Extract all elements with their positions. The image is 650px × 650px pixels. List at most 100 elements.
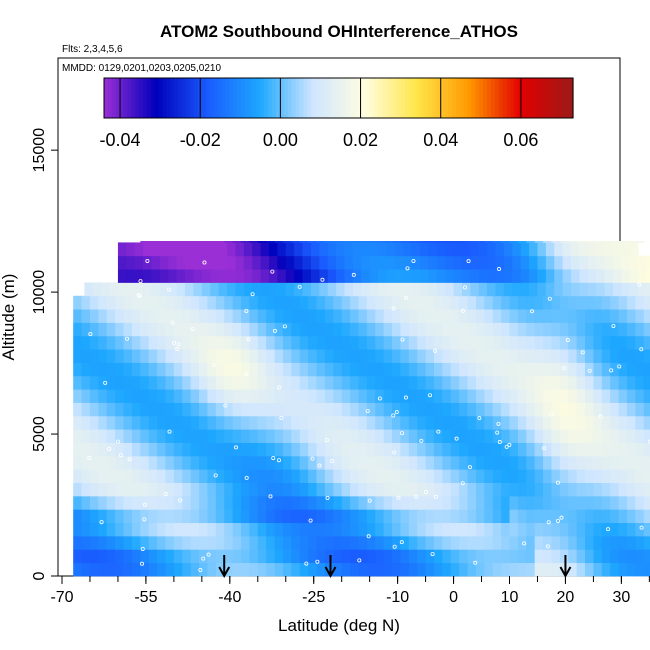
heatmap-cell	[291, 522, 301, 537]
heatmap-cell	[190, 562, 200, 577]
colorbar-segment	[182, 78, 187, 118]
heatmap-cell	[249, 455, 259, 470]
heatmap-cell	[227, 282, 236, 297]
heatmap-cell	[643, 349, 650, 363]
colorbar-segment	[119, 78, 125, 118]
colorbar-segment	[330, 78, 336, 118]
sample-point	[433, 348, 438, 353]
heatmap-cell	[543, 562, 552, 577]
heatmap-cell	[375, 469, 385, 483]
heatmap-cell	[576, 562, 586, 577]
heatmap-cell	[165, 362, 175, 377]
heatmap-cell	[442, 402, 452, 417]
heatmap-cell	[501, 415, 510, 430]
sample-point	[176, 342, 181, 347]
heatmap-cell	[98, 522, 108, 537]
heatmap-cell	[643, 375, 650, 390]
sample-point	[580, 350, 585, 355]
heatmap-cell	[73, 402, 82, 417]
heatmap-cell	[266, 335, 275, 350]
heatmap-cell	[350, 549, 359, 564]
heatmap-cell	[461, 255, 471, 270]
heatmap-cell	[165, 535, 175, 550]
colorbar-segment	[217, 78, 222, 118]
heatmap-cell	[190, 495, 200, 510]
heatmap-cell	[224, 429, 234, 443]
heatmap-cell	[148, 522, 158, 537]
heatmap-cell	[375, 240, 385, 243]
heatmap-cell	[501, 349, 510, 363]
sample-point	[394, 410, 399, 415]
colorbar-segment	[526, 78, 531, 118]
heatmap-cell	[106, 322, 116, 337]
heatmap-cell	[274, 240, 284, 243]
heatmap-cell	[601, 549, 611, 564]
heatmap-cell	[81, 482, 91, 497]
dates-label: MMDD: 0129,0201,0203,0205,0210	[62, 63, 221, 74]
heatmap-cell	[442, 495, 452, 510]
heatmap-cell	[604, 255, 614, 270]
heatmap-cell	[173, 429, 183, 443]
heatmap-cell	[224, 375, 234, 390]
heatmap-cell	[425, 349, 435, 363]
heatmap-cell	[425, 389, 435, 403]
heatmap-cell	[285, 269, 295, 283]
heatmap-cell	[190, 469, 200, 483]
colorbar-segment	[252, 78, 258, 118]
heatmap-cell	[517, 549, 527, 564]
colorbar-segment	[189, 78, 195, 118]
heatmap-cell	[428, 242, 438, 257]
heatmap-cell	[618, 402, 628, 417]
heatmap-cell	[526, 335, 536, 350]
heatmap-cell	[241, 562, 250, 577]
heatmap-cell	[408, 295, 418, 310]
heatmap-cell	[626, 442, 636, 457]
heatmap-cell	[227, 242, 236, 257]
heatmap-cell	[400, 522, 410, 537]
heatmap-cell	[341, 482, 351, 497]
heatmap-cell	[576, 240, 586, 243]
heatmap-cell	[131, 389, 141, 403]
heatmap-cell	[294, 269, 303, 283]
heatmap-cell	[484, 562, 494, 577]
colorbar-segment	[334, 78, 340, 118]
heatmap-cell	[543, 349, 552, 363]
heatmap-cell	[559, 322, 569, 337]
heatmap-cell	[274, 455, 284, 470]
heatmap-cell	[512, 282, 522, 297]
heatmap-cell	[333, 455, 343, 470]
heatmap-cell	[89, 295, 99, 310]
heatmap-cell	[517, 455, 527, 470]
heatmap-cell	[501, 309, 510, 323]
sample-point	[436, 429, 441, 434]
heatmap-cell	[157, 389, 166, 403]
heatmap-cell	[299, 240, 309, 243]
heatmap-cell	[316, 240, 326, 243]
heatmap-cell	[350, 482, 359, 497]
colorbar-segment	[475, 78, 480, 118]
heatmap-cell	[408, 335, 418, 350]
heatmap-cell	[165, 309, 175, 323]
colorbar-segment	[404, 78, 410, 118]
heatmap-cell	[626, 535, 636, 550]
colorbar-segment	[377, 78, 383, 118]
heatmap-cell	[635, 335, 645, 350]
heatmap-cell	[366, 309, 376, 323]
heatmap-cell	[467, 322, 477, 337]
heatmap-cell	[526, 309, 536, 323]
heatmap-cell	[316, 495, 326, 510]
heatmap-cell	[635, 349, 645, 363]
heatmap-cell	[249, 482, 259, 497]
heatmap-cell	[484, 349, 494, 363]
heatmap-cell	[503, 269, 513, 283]
heatmap-cell	[601, 375, 611, 390]
heatmap-cell	[442, 375, 452, 390]
heatmap-cell	[459, 429, 468, 443]
colorbar-segment	[502, 78, 508, 118]
heatmap-cell	[232, 335, 242, 350]
heatmap-cell	[115, 375, 124, 390]
heatmap-cell	[585, 562, 594, 577]
heatmap-cell	[350, 335, 359, 350]
heatmap-cell	[585, 335, 594, 350]
heatmap-cell	[182, 322, 192, 337]
